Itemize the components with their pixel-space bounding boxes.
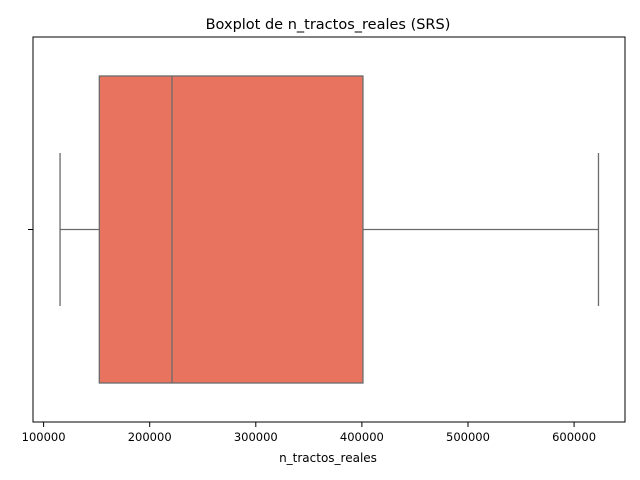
x-axis-label: n_tractos_reales: [279, 451, 377, 465]
x-axis: 100000 200000 300000 400000 500000 600000: [22, 422, 596, 444]
chart-title: Boxplot de n_tractos_reales (SRS): [206, 17, 451, 33]
x-tick-label: 200000: [128, 430, 172, 444]
iqr-box: [98, 75, 364, 384]
x-tick-label: 300000: [234, 430, 278, 444]
box-group: [59, 75, 600, 384]
x-tick-label: 500000: [446, 430, 490, 444]
x-tick-label: 600000: [552, 430, 596, 444]
x-tick-label: 100000: [22, 430, 66, 444]
x-tick-label: 400000: [340, 430, 384, 444]
